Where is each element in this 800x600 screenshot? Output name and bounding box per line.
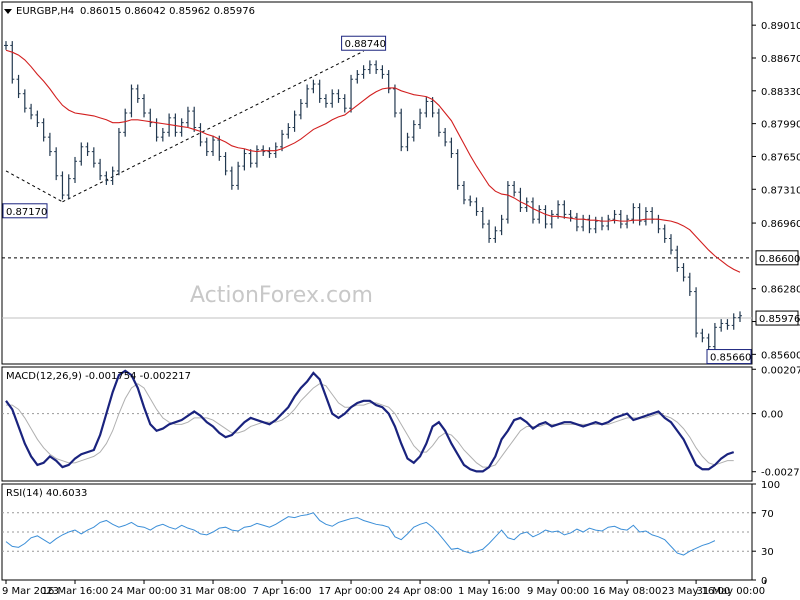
moving-average-line — [5, 49, 741, 273]
time-tick-label: 7 Apr 16:00 — [253, 586, 312, 597]
rsi-tick-label: 100 — [761, 480, 780, 491]
panel-border-0 — [1, 1, 753, 365]
current-price-label: 0.85976 — [759, 314, 800, 325]
price-tick-label: 0.86280 — [761, 285, 800, 296]
symbol-label: EURGBP,H4 — [16, 6, 74, 17]
macd-tick-label: 0.002074 — [761, 365, 800, 376]
price-tick-label: 0.87990 — [761, 120, 800, 131]
price-tick-label: 0.88670 — [761, 54, 800, 65]
dotted-trendline — [5, 170, 63, 203]
rsi-panel: 100 70 30 0 — [2, 480, 780, 587]
macd-header: MACD(12,26,9) -0.001754 -0.002217 — [6, 371, 191, 382]
rsi-line — [5, 512, 716, 556]
watermark: ActionForex.com — [190, 283, 373, 308]
rsi-tick-label: 70 — [761, 509, 774, 520]
time-tick-label: 17 Apr 00:00 — [318, 586, 383, 597]
price-tick-label: 0.85600 — [761, 350, 800, 361]
time-tick-label: 1 May 16:00 — [458, 586, 520, 597]
price-tick-label: 0.88330 — [761, 87, 800, 98]
panel-frames — [1, 1, 753, 581]
current-price-tag — [755, 310, 799, 326]
price-tick-label: 0.87650 — [761, 152, 800, 163]
macd-panel: 0.002074 0.00 -0.002716 — [2, 365, 800, 479]
macd-tick-label: -0.002716 — [761, 468, 800, 479]
time-tick-label: 31 Mar 08:00 — [180, 586, 247, 597]
time-tick-label: 16 Mar 16:00 — [42, 586, 109, 597]
time-tick-label: 23 May 16:00 — [662, 586, 731, 597]
macd-tick-label: 0.00 — [761, 410, 783, 421]
rsi-header: RSI(14) 40.6033 — [6, 488, 87, 499]
rsi-tick-label: 30 — [761, 547, 774, 558]
time-tick-label: 24 Mar 00:00 — [111, 586, 178, 597]
price-tick-label: 0.87310 — [761, 185, 800, 196]
price-annotation-box — [706, 349, 752, 365]
support-level-label: 0.86600 — [759, 254, 800, 265]
macd-line — [5, 369, 735, 473]
price-tick-label: 0.89010 — [761, 21, 800, 32]
price-annotation-box — [2, 203, 48, 219]
time-tick-label: 16 May 08:00 — [593, 586, 662, 597]
price-annotation-box — [341, 35, 387, 51]
chart-header: EURGBP,H4 0.86015 0.86042 0.85962 0.8597… — [4, 6, 255, 17]
time-tick-label: 9 Mar 2023 — [2, 586, 59, 597]
ohlc-values: 0.86015 0.86042 0.85962 0.85976 — [80, 6, 255, 17]
rsi-tick-label: 0 — [761, 576, 767, 587]
price-annotation-label: 0.85660 — [710, 353, 751, 364]
support-level-tag — [755, 250, 799, 266]
time-tick-label: 24 Apr 08:00 — [387, 586, 452, 597]
price-annotation-label: 0.87170 — [6, 207, 47, 218]
price-panel: 0.89010 0.88670 0.88330 0.87990 0.87650 0.873… — [2, 21, 800, 365]
price-annotation-label: 0.88740 — [345, 39, 386, 50]
macd-signal-line — [6, 383, 734, 468]
panel-border-1 — [1, 366, 753, 482]
time-tick-label: 9 May 00:00 — [527, 586, 589, 597]
price-tick-label: 0.86960 — [761, 219, 800, 230]
time-tick-label: 31 May 00:00 — [697, 586, 766, 597]
dropdown-arrow-icon[interactable] — [4, 9, 12, 14]
